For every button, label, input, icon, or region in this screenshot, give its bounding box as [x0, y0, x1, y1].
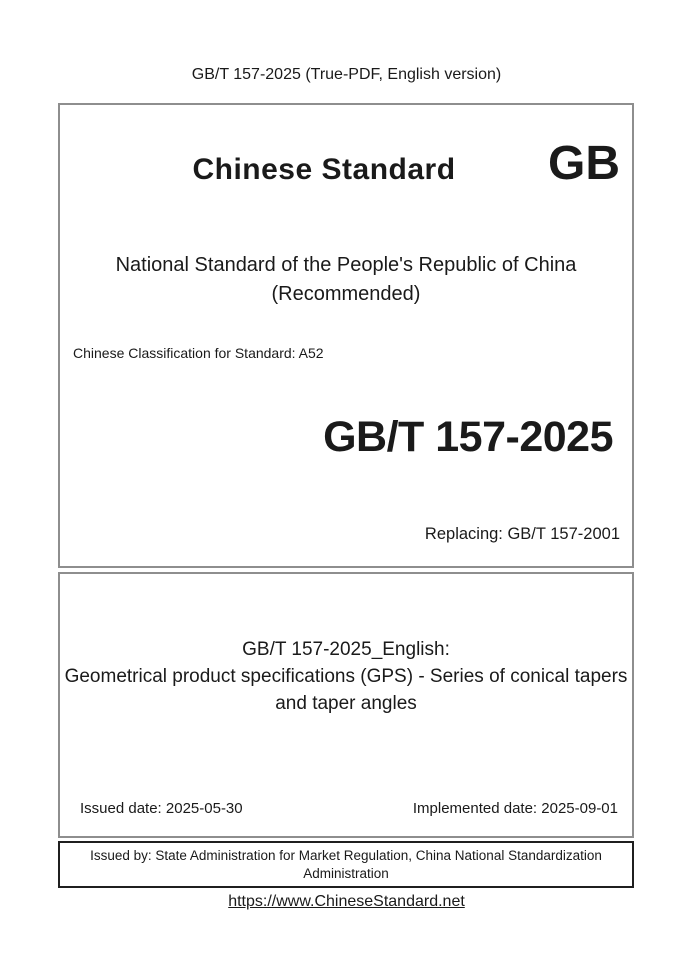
- brand-title: Chinese Standard: [192, 153, 456, 186]
- english-title-text: Geometrical product specifications (GPS)…: [64, 666, 628, 714]
- gb-logo: GB: [548, 137, 620, 190]
- issuer-text: Issued by: State Administration for Mark…: [90, 847, 602, 881]
- national-standard-line: National Standard of the People's Republ…: [115, 254, 577, 276]
- english-title-block: GB/T 157-2025_English: Geometrical produ…: [64, 636, 628, 717]
- english-title-code: GB/T 157-2025_English:: [242, 639, 450, 660]
- cover-box: Chinese Standard GB National Standard of…: [58, 103, 634, 568]
- replacing-note: Replacing: GB/T 157-2001: [424, 525, 620, 543]
- footer-url-link[interactable]: https://www.ChineseStandard.net: [228, 893, 465, 910]
- standard-code: GB/T 157-2025: [323, 413, 613, 461]
- classification-label: Chinese Classification for Standard: A52: [73, 345, 324, 361]
- recommended-label: (Recommended): [271, 283, 421, 305]
- title-box: GB/T 157-2025_English: Geometrical produ…: [58, 572, 634, 838]
- national-standard-block: National Standard of the People's Republ…: [60, 251, 632, 309]
- issued-date: Issued date: 2025-05-30: [80, 800, 243, 817]
- footer: https://www.ChineseStandard.net: [0, 893, 693, 911]
- dates-row: Issued date: 2025-05-30 Implemented date…: [80, 800, 618, 817]
- issuer-box: Issued by: State Administration for Mark…: [58, 841, 634, 888]
- implemented-date: Implemented date: 2025-09-01: [412, 800, 618, 817]
- page-header-title: GB/T 157-2025 (True-PDF, English version…: [191, 66, 502, 83]
